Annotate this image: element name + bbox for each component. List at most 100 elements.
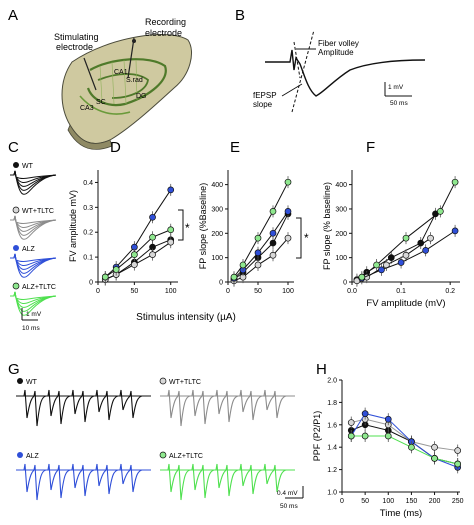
data-point-alztltc <box>149 233 156 241</box>
y-tick-label: 0.3 <box>83 205 93 212</box>
y-tick-label: 0.1 <box>83 255 93 262</box>
panel-g-alz-label: ALZ <box>26 453 40 460</box>
y-axis-label: PPF (P2/P1) <box>312 411 322 462</box>
trace-line <box>10 253 57 278</box>
data-point-alztltc <box>112 266 120 273</box>
panel-label-d: D <box>110 139 121 156</box>
panel-e-significance: * <box>304 231 309 245</box>
panel-label-c: C <box>8 139 19 156</box>
x-tick-label: 150 <box>406 498 418 505</box>
panel-g-scale-voltage: 0.4 mV <box>277 490 298 497</box>
chart-ppf: 1.0 1.2 1.4 1.6 1.8 2.0 0 50 100 150 200 250 PPF (P2… <box>312 378 464 520</box>
data-point-wttltc <box>427 234 434 242</box>
x-tick-label: 0.2 <box>445 288 455 295</box>
panel-g-wt-label: WT <box>26 379 38 386</box>
data-point-alztltc <box>437 208 444 215</box>
y-tick-label: 300 <box>211 206 223 213</box>
x-tick-label: 0 <box>340 498 344 505</box>
data-point-alztltc <box>101 273 109 281</box>
trace-line <box>160 463 295 493</box>
data-point-alztltc <box>269 208 277 215</box>
y-axis-label: FP slope (% baseline) <box>322 182 332 270</box>
x-axis-label: Time (ms) <box>380 508 422 519</box>
data-point-alztltc <box>131 251 138 258</box>
trace-line <box>10 291 57 316</box>
y-tick-label: 1.4 <box>327 445 337 452</box>
trace-line <box>16 463 151 493</box>
data-point-alztltc <box>167 226 175 234</box>
fepsp-label-1: fEPSP <box>253 91 277 100</box>
x-tick-label: 0 <box>96 288 100 295</box>
x-tick-label: 0 <box>226 288 230 295</box>
panel-b-scale-voltage: 1 mV <box>388 84 404 91</box>
data-point-wttltc <box>149 251 156 258</box>
panel-c-wttltc-label: WT+TLTC <box>22 208 54 215</box>
data-point-alztltc <box>358 273 366 281</box>
data-point-alz <box>384 415 392 423</box>
y-tick-label: 1.2 <box>327 467 337 474</box>
panel-c-scale-bar <box>21 308 38 321</box>
y-tick-label: 400 <box>211 182 223 189</box>
y-tick-label: 1.8 <box>327 400 337 407</box>
panel-g-wttltc-traces <box>160 389 295 427</box>
data-point-alz <box>422 246 429 254</box>
panel-b-scale-time: 50 ms <box>390 100 408 107</box>
x-tick-label: 0.0 <box>347 288 357 295</box>
panel-label-e: E <box>230 139 240 156</box>
y-tick-label: 0.2 <box>83 230 93 237</box>
y-tick-label: 0.4 <box>83 180 93 187</box>
data-point-alztltc <box>254 234 262 242</box>
x-tick-label: 50 <box>361 498 369 505</box>
x-tick-label: 100 <box>165 288 177 295</box>
data-point-wttltc <box>131 261 138 268</box>
series-line-alz <box>350 413 458 468</box>
data-point-wttltc <box>284 234 292 242</box>
data-point-wt <box>387 254 395 262</box>
panel-d-significance-bracket <box>178 209 184 241</box>
panel-g-wt-traces <box>16 389 151 427</box>
x-tick-label: 250 <box>452 498 464 505</box>
panel-c-alz-label: ALZ <box>22 246 36 253</box>
data-point-alz <box>149 213 156 221</box>
panel-d-significance: * <box>185 221 190 235</box>
g-wttltc-marker <box>159 377 167 385</box>
data-point-alztltc <box>361 432 369 440</box>
data-point-alz <box>254 249 262 257</box>
y-tick-label: 0 <box>219 280 223 287</box>
stimulating-electrode-label-2: electrode <box>56 42 93 52</box>
panel-c-alztltc-label: ALZ+TLTC <box>22 284 56 291</box>
data-point-alztltc <box>239 261 247 269</box>
series-line-alztltc <box>351 435 458 465</box>
stimulating-electrode-label-1: Stimulating <box>54 32 99 42</box>
trace-line <box>16 389 151 419</box>
fiber-volley-label-2: Amplitude <box>318 48 354 57</box>
panel-g-alztltc-label: ALZ+TLTC <box>169 453 203 460</box>
fepsp-label-2: slope <box>253 100 273 109</box>
wt-marker <box>13 162 19 168</box>
region-dg-label: DG <box>136 93 147 100</box>
y-tick-label: 0 <box>89 280 93 287</box>
panel-g-scale-time: 50 ms <box>280 503 298 510</box>
chart-fv-amplitude: 0 0.1 0.2 0.3 0.4 0 50 100 FV amplitude mV) <box>68 170 178 295</box>
trace-line <box>160 389 295 419</box>
panel-label-b: B <box>235 7 245 24</box>
panel-c-wt-traces <box>10 170 57 195</box>
wttltc-marker <box>12 206 20 214</box>
g-alz-marker <box>17 452 23 458</box>
fepsp-trace <box>265 29 426 113</box>
chart-fp-slope-fv: 0 100 200 300 400 0.0 0.1 0.2 FP slope (% baseli… <box>322 170 460 309</box>
data-point-alztltc <box>402 234 410 242</box>
g-wt-marker <box>17 378 23 384</box>
panel-g-scale-bar <box>285 486 304 499</box>
panel-c-wt-label: WT <box>22 163 34 170</box>
y-tick-label: 100 <box>211 255 223 262</box>
alztltc-marker <box>12 282 20 290</box>
x-axis-label: FV amplitude (mV) <box>366 298 445 309</box>
data-point-wttltc <box>269 251 277 259</box>
data-point-alztltc <box>373 261 380 269</box>
panel-e-significance-bracket <box>296 217 302 259</box>
panel-g-wttltc-label: WT+TLTC <box>169 379 201 386</box>
data-point-wttltc <box>431 443 438 451</box>
data-point-alz <box>451 227 459 235</box>
